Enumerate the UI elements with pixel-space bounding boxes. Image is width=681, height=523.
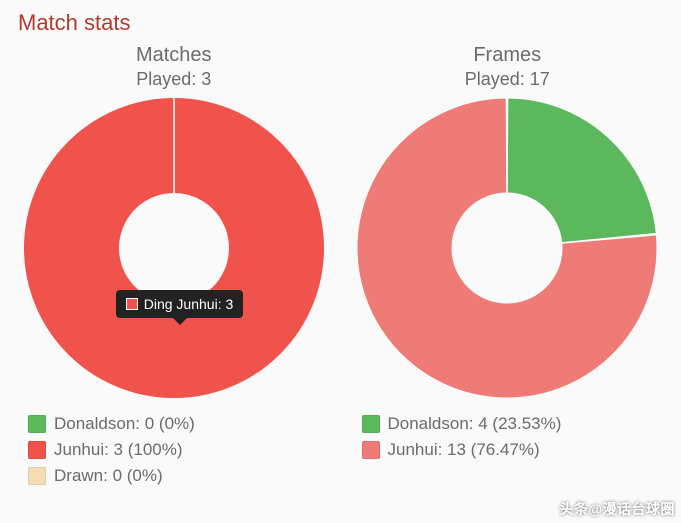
frames-legend: Donaldson: 4 (23.53%) Junhui: 13 (76.47%…: [352, 414, 562, 460]
matches-donut[interactable]: Ding Junhui: 3: [24, 98, 324, 398]
legend-label: Donaldson: 4 (23.53%): [388, 414, 562, 434]
legend-item[interactable]: Junhui: 3 (100%): [28, 440, 195, 460]
tooltip-swatch: [126, 298, 138, 310]
matches-legend: Donaldson: 0 (0%) Junhui: 3 (100%) Drawn…: [18, 414, 195, 486]
legend-item[interactable]: Donaldson: 0 (0%): [28, 414, 195, 434]
matches-header: Matches Played: 3: [136, 44, 212, 90]
legend-label: Drawn: 0 (0%): [54, 466, 163, 486]
matches-title: Matches: [136, 44, 212, 67]
legend-swatch: [28, 441, 46, 459]
legend-swatch: [28, 415, 46, 433]
matches-tooltip: Ding Junhui: 3: [116, 290, 244, 318]
frames-donut[interactable]: [357, 98, 657, 398]
tooltip-text: Ding Junhui: 3: [144, 296, 234, 312]
legend-item[interactable]: Junhui: 13 (76.47%): [362, 440, 562, 460]
matches-chart-col: Matches Played: 3 Ding Junhui: 3 Donalds…: [18, 44, 330, 486]
legend-item[interactable]: Donaldson: 4 (23.53%): [362, 414, 562, 434]
matches-played-label: Played: 3: [136, 69, 212, 90]
frames-title: Frames: [465, 44, 550, 67]
frames-chart-col: Frames Played: 17 Donaldson: 4 (23.53%) …: [352, 44, 664, 486]
frames-played-label: Played: 17: [465, 69, 550, 90]
legend-label: Junhui: 13 (76.47%): [388, 440, 540, 460]
legend-label: Donaldson: 0 (0%): [54, 414, 195, 434]
legend-swatch: [362, 415, 380, 433]
legend-swatch: [362, 441, 380, 459]
legend-swatch: [28, 467, 46, 485]
frames-header: Frames Played: 17: [465, 44, 550, 90]
legend-item[interactable]: Drawn: 0 (0%): [28, 466, 195, 486]
page-title: Match stats: [0, 0, 681, 44]
charts-row: Matches Played: 3 Ding Junhui: 3 Donalds…: [0, 44, 681, 486]
watermark: 头条@漫话台球圈: [559, 499, 675, 519]
legend-label: Junhui: 3 (100%): [54, 440, 183, 460]
